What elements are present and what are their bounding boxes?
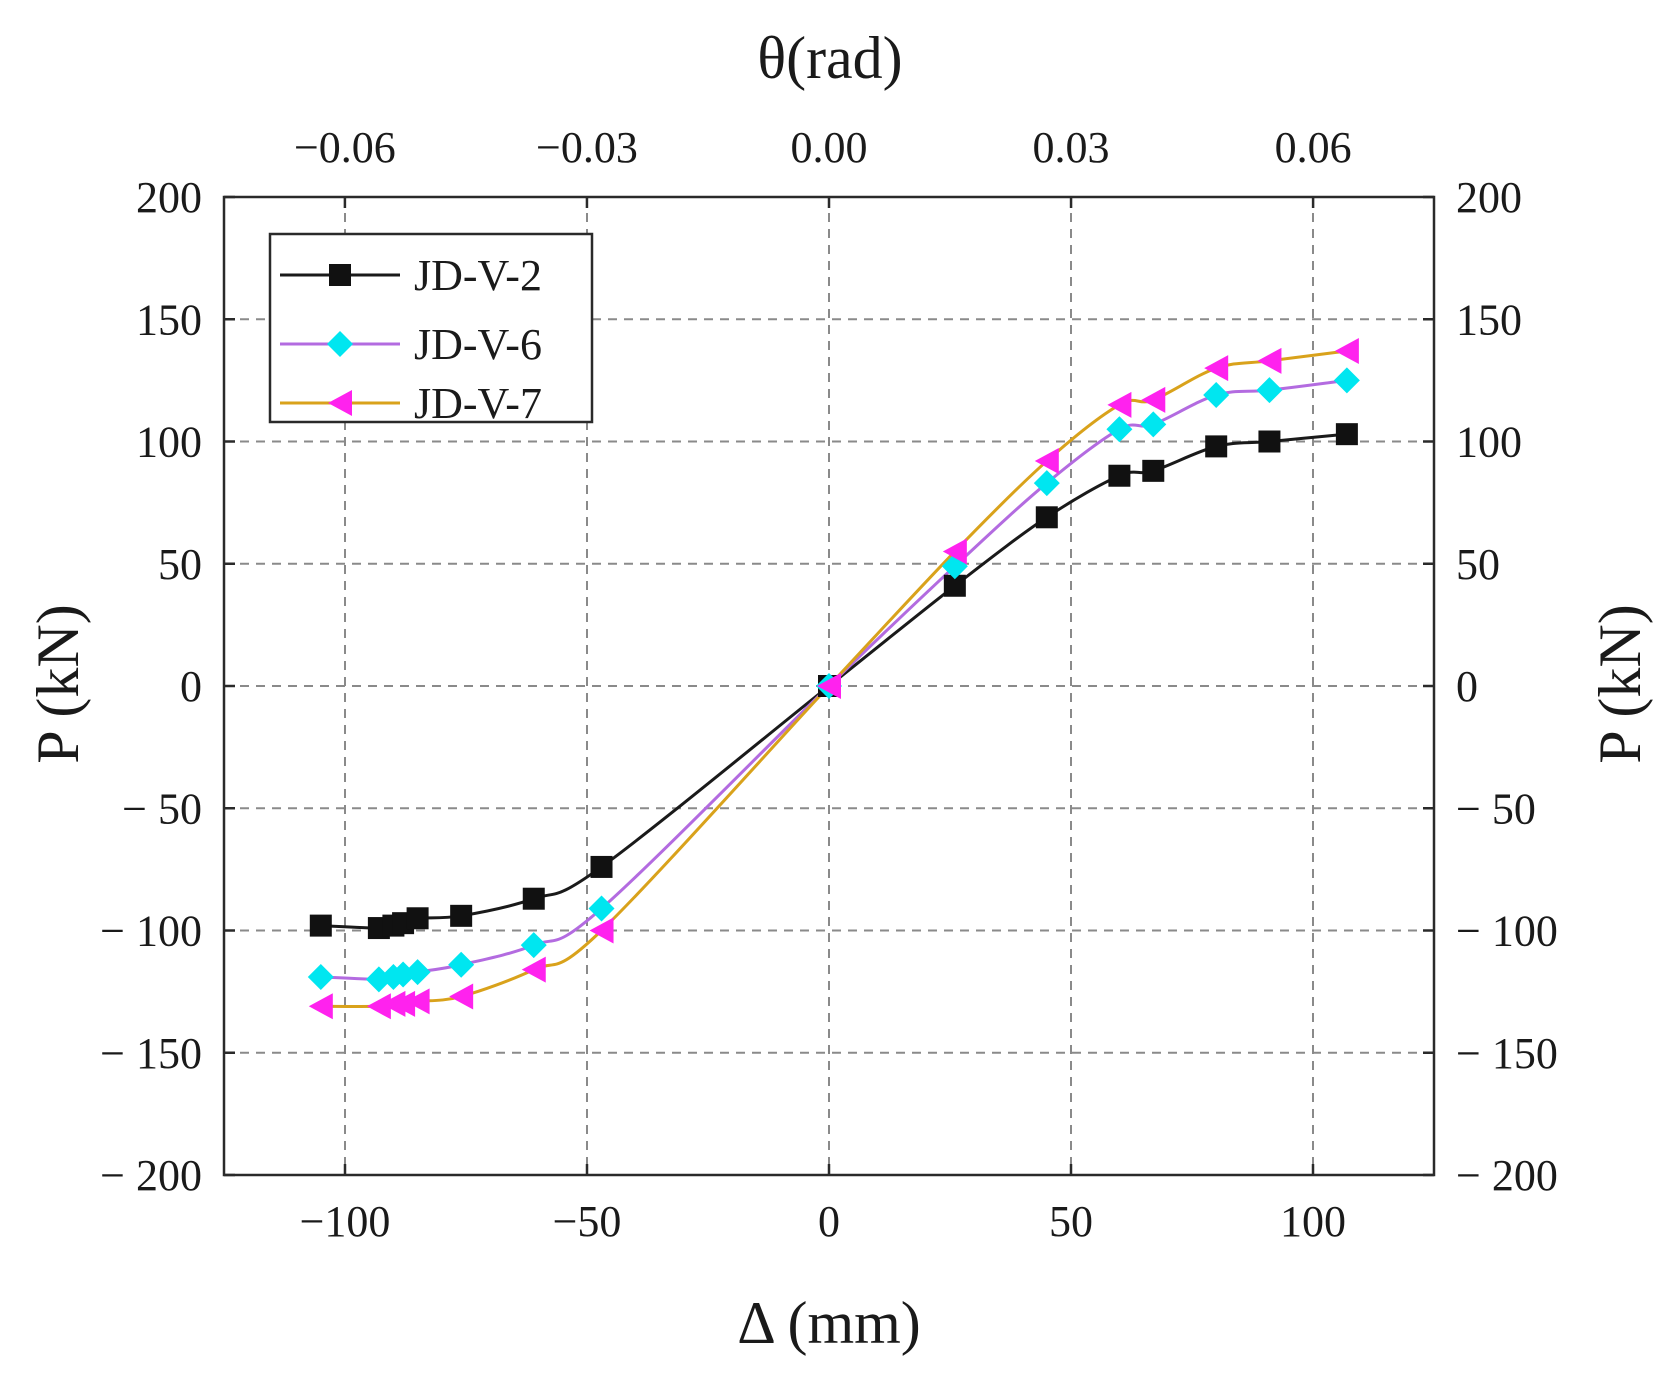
axis-ticks: [224, 195, 1434, 1177]
legend-box: [268, 232, 594, 424]
point-jd-v-6: [1256, 377, 1283, 404]
point-jd-v-6: [307, 963, 334, 990]
y-tick-label-left: 200: [136, 173, 202, 222]
y-tick-label-left: 0: [180, 662, 202, 711]
point-jd-v-2: [590, 855, 613, 878]
legend-marker-jd-v-2: [329, 264, 351, 286]
point-jd-v-2: [1335, 423, 1358, 446]
point-jd-v-6: [1203, 382, 1230, 409]
point-jd-v-7: [405, 988, 430, 1015]
y-tick-label-right: − 200: [1456, 1151, 1558, 1200]
x-tick-label: 100: [1280, 1197, 1346, 1246]
point-jd-v-6: [448, 951, 475, 978]
point-jd-v-2: [943, 574, 966, 597]
point-jd-v-2: [1258, 430, 1281, 453]
y-tick-label-right: 100: [1456, 418, 1522, 467]
point-jd-v-7: [1107, 391, 1132, 418]
point-jd-v-6: [588, 895, 615, 922]
x-tick-label: −100: [300, 1197, 391, 1246]
point-jd-v-6: [520, 932, 547, 959]
point-jd-v-2: [1205, 435, 1228, 458]
y-tick-label-right: − 50: [1456, 784, 1536, 833]
point-jd-v-7: [1141, 386, 1166, 413]
legend-marker-jd-v-7: [328, 390, 352, 416]
point-jd-v-7: [1034, 448, 1059, 475]
top-tick-label: 0.03: [1033, 123, 1110, 172]
top-tick-label: 0.06: [1275, 123, 1352, 172]
y-axis-title-right: P (kN): [1587, 604, 1653, 763]
y-tick-label-left: − 150: [100, 1029, 202, 1078]
point-jd-v-2: [1108, 464, 1131, 487]
point-jd-v-7: [942, 538, 967, 565]
point-jd-v-6: [1106, 416, 1133, 443]
y-tick-label-left: 50: [158, 540, 202, 589]
top-axis-title: θ(rad): [757, 25, 902, 91]
point-jd-v-2: [1035, 506, 1058, 529]
point-jd-v-6: [1140, 411, 1167, 438]
point-jd-v-6: [1033, 470, 1060, 497]
point-jd-v-7: [1334, 338, 1359, 365]
y-tick-label-right: − 150: [1456, 1029, 1558, 1078]
point-jd-v-7: [391, 990, 416, 1017]
point-jd-v-7: [366, 993, 391, 1020]
y-axis-title-left: P (kN): [25, 604, 91, 763]
y-tick-label-right: 150: [1456, 295, 1522, 344]
top-tick-label: −0.03: [536, 123, 638, 172]
point-jd-v-2: [309, 914, 332, 937]
y-tick-label-right: 50: [1456, 540, 1500, 589]
point-jd-v-2: [406, 907, 429, 930]
legend-marker-jd-v-6: [327, 331, 353, 357]
y-tick-label-left: 150: [136, 295, 202, 344]
point-jd-v-7: [817, 673, 841, 699]
point-jd-v-7: [449, 983, 474, 1010]
y-tick-label-left: − 200: [100, 1151, 202, 1200]
y-tick-label-right: − 100: [1456, 907, 1558, 956]
point-jd-v-7: [521, 956, 546, 983]
series-layer: [307, 338, 1360, 1020]
point-jd-v-7: [1257, 347, 1282, 374]
top-tick-label: −0.06: [294, 123, 396, 172]
legend-label-jd-v-6: JD-V-6: [414, 320, 542, 369]
y-tick-label-left: 100: [136, 418, 202, 467]
legend: JD-V-2 JD-V-6 JD-V-7: [268, 232, 594, 428]
x-tick-label: −50: [553, 1197, 622, 1246]
x-axis-title: Δ (mm): [737, 1290, 921, 1356]
y-tick-label-left: − 50: [122, 784, 202, 833]
point-jd-v-2: [522, 887, 545, 910]
legend-label-jd-v-2: JD-V-2: [414, 251, 542, 300]
point-jd-v-7: [589, 917, 614, 944]
x-tick-label: 0: [818, 1197, 840, 1246]
point-jd-v-2: [1142, 459, 1165, 482]
x-tick-label: 50: [1049, 1197, 1093, 1246]
point-jd-v-6: [1333, 367, 1360, 394]
point-jd-v-2: [450, 904, 473, 927]
legend-label-jd-v-7: JD-V-7: [414, 379, 542, 428]
point-jd-v-7: [308, 993, 333, 1020]
point-jd-v-7: [1204, 355, 1229, 382]
point-jd-v-6: [404, 959, 431, 986]
y-tick-label-right: 0: [1456, 662, 1478, 711]
y-tick-label-right: 200: [1456, 173, 1522, 222]
y-tick-label-left: − 100: [100, 907, 202, 956]
top-tick-label: 0.00: [791, 123, 868, 172]
